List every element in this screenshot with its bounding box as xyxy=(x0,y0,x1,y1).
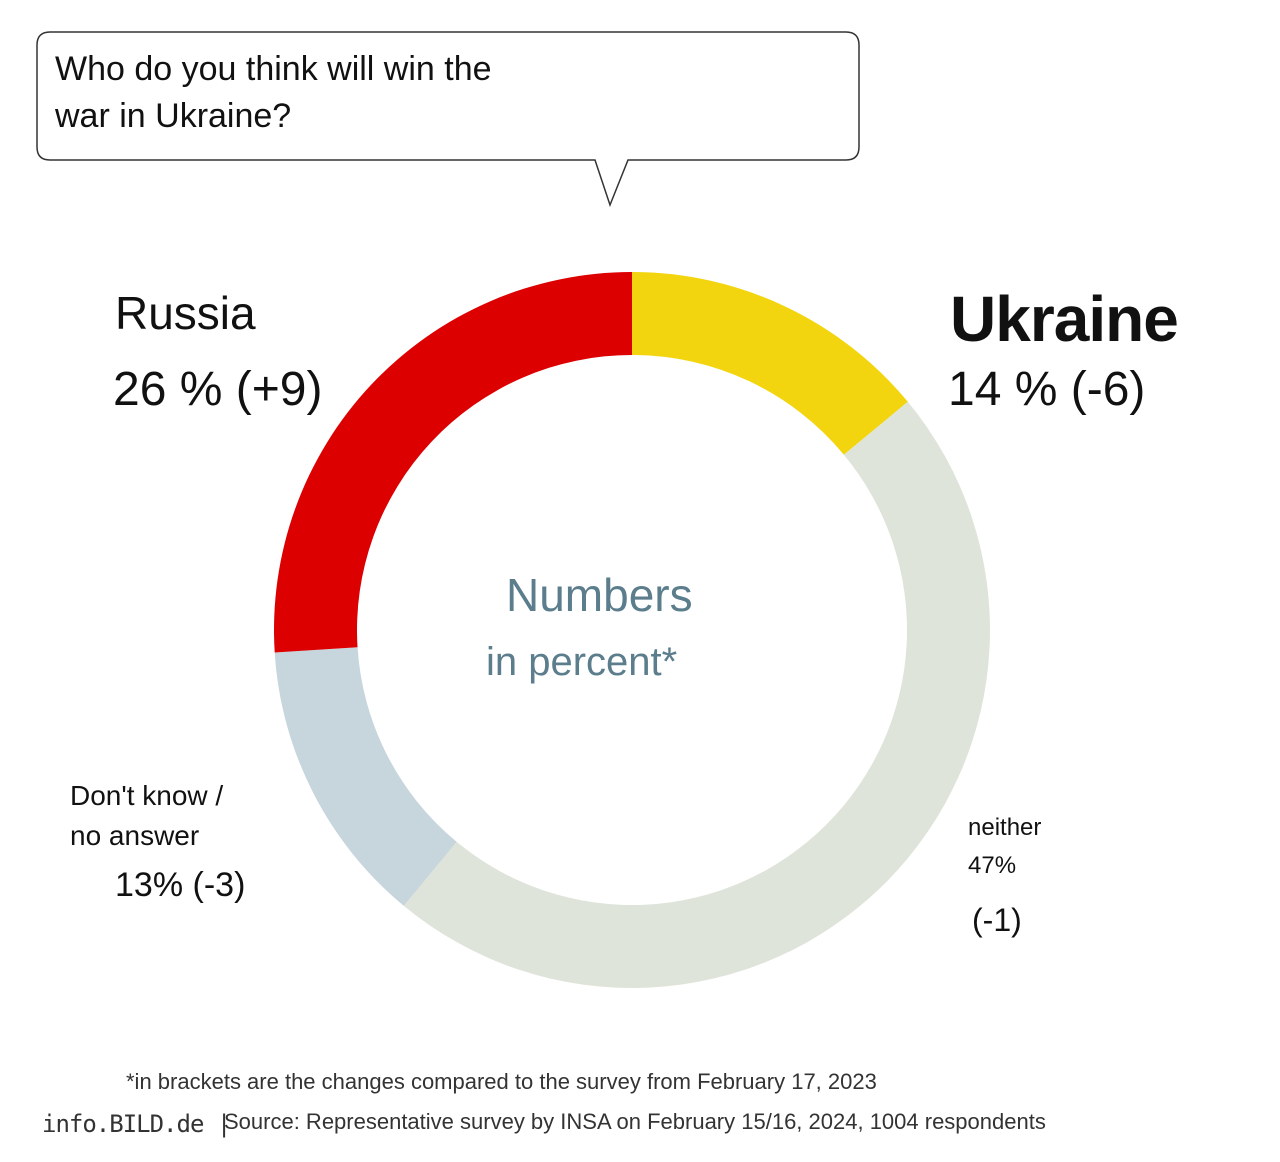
value-label: 47% xyxy=(968,852,1017,879)
donut-segment xyxy=(403,401,990,988)
change: (-6) xyxy=(1070,363,1146,416)
category-label: neither xyxy=(968,814,1042,841)
value-label: 14 % (-6) xyxy=(948,362,1145,417)
chart-title: Who do you think will win the war in Ukr… xyxy=(55,50,492,135)
change: (-3) xyxy=(192,866,246,904)
value-label: 13% (-3) xyxy=(115,866,245,905)
value-label: 26 % (+9) xyxy=(113,362,322,417)
donut xyxy=(274,272,990,988)
footnote: *in brackets are the changes compared to… xyxy=(126,1069,877,1094)
value: 13% xyxy=(115,866,184,904)
donut-segment xyxy=(274,272,632,653)
category-label: Russia xyxy=(115,287,256,339)
brand: info.BILD.de | xyxy=(42,1110,231,1138)
donut-segment xyxy=(632,272,908,455)
source: Source: Representative survey by INSA on… xyxy=(224,1109,1046,1134)
change-label: (-1) xyxy=(972,902,1022,938)
center-text: in percent* xyxy=(486,640,678,684)
value: 14 % xyxy=(948,363,1058,416)
center-text: Numbers xyxy=(506,569,693,621)
category-label: Don't know / no answer xyxy=(70,780,224,851)
category-label: Ukraine xyxy=(950,283,1179,355)
change: (+9) xyxy=(235,363,323,416)
donut-segment xyxy=(274,647,457,906)
value: 26 % xyxy=(113,363,223,416)
speech-bubble xyxy=(36,31,860,208)
